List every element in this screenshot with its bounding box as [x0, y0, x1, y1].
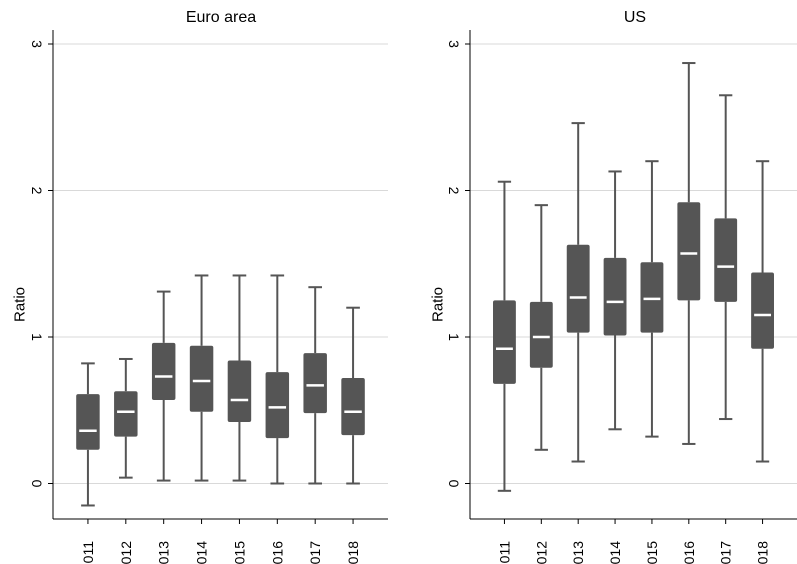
box-us-2011 — [493, 180, 516, 492]
chart-title-us: US — [624, 9, 646, 26]
box-us-2015 — [640, 160, 664, 438]
y-tick-label-3: 3 — [446, 40, 462, 48]
x-tick-label-2011: 2011 — [496, 541, 512, 564]
y-tick-label-0: 0 — [29, 480, 45, 488]
iqr-box — [603, 257, 627, 336]
iqr-box — [640, 262, 664, 333]
box-euro-area-2011 — [76, 362, 100, 507]
box-euro-area-2013 — [151, 290, 176, 482]
box-euro-area-2012 — [114, 357, 138, 479]
box-euro-area-2015 — [227, 274, 252, 482]
y-tick-label-1: 1 — [29, 333, 45, 341]
x-tick-label-2013: 2013 — [156, 541, 172, 564]
iqr-box — [114, 391, 138, 437]
iqr-box — [76, 394, 100, 450]
iqr-box — [189, 345, 214, 412]
x-tick-label-2018: 2018 — [345, 541, 361, 564]
y-tick-label-0: 0 — [446, 480, 462, 488]
iqr-box — [566, 244, 590, 333]
x-tick-label-2018: 2018 — [755, 541, 771, 564]
y-tick-label-1: 1 — [446, 333, 462, 341]
box-euro-area-2018 — [341, 306, 365, 485]
box-us-2017 — [714, 94, 738, 421]
panel-euro-area: 0 1 2 3 Euro area Ratio 2011 2012 2013 2014 2015 20… — [12, 9, 388, 564]
x-tick-label-2011: 2011 — [80, 541, 96, 564]
iqr-box — [303, 353, 327, 414]
iqr-box — [151, 342, 176, 400]
iqr-box — [714, 218, 738, 302]
iqr-box — [493, 300, 516, 384]
x-tick-label-2014: 2014 — [194, 541, 210, 564]
y-axis-label-euro-area: Ratio — [12, 287, 29, 322]
x-tick-label-2016: 2016 — [269, 541, 285, 564]
iqr-box — [751, 272, 774, 349]
box-us-2014 — [603, 170, 627, 431]
x-tick-label-2012: 2012 — [533, 541, 549, 564]
box-us-2018 — [751, 160, 774, 463]
y-tick-label-2: 2 — [29, 187, 45, 195]
x-tick-label-2014: 2014 — [607, 541, 623, 564]
x-tick-label-2013: 2013 — [570, 541, 586, 564]
panel-us: 0 1 2 3 US Ratio 2011 2012 2013 2014 2015 2016 2017 2… — [430, 9, 797, 564]
box-euro-area-2014 — [189, 274, 214, 482]
y-axis-label-us: Ratio — [430, 287, 447, 322]
y-tick-label-3: 3 — [29, 40, 45, 48]
chart-title-euro-area: Euro area — [186, 9, 256, 26]
box-us-2012 — [529, 204, 553, 451]
iqr-box — [677, 202, 701, 301]
box-us-2013 — [566, 122, 590, 463]
x-tick-label-2015: 2015 — [644, 541, 660, 564]
box-us-2016 — [677, 62, 701, 445]
iqr-box — [529, 301, 553, 368]
x-tick-label-2017: 2017 — [718, 541, 734, 564]
y-tick-label-2: 2 — [446, 187, 462, 195]
iqr-box — [265, 372, 290, 439]
box-euro-area-2016 — [265, 274, 290, 485]
box-euro-area-2017 — [303, 286, 327, 485]
iqr-box — [227, 360, 252, 422]
x-tick-label-2016: 2016 — [681, 541, 697, 564]
x-tick-label-2012: 2012 — [118, 541, 134, 564]
x-tick-label-2017: 2017 — [307, 541, 323, 564]
x-tick-label-2015: 2015 — [231, 541, 247, 564]
iqr-box — [341, 378, 365, 436]
